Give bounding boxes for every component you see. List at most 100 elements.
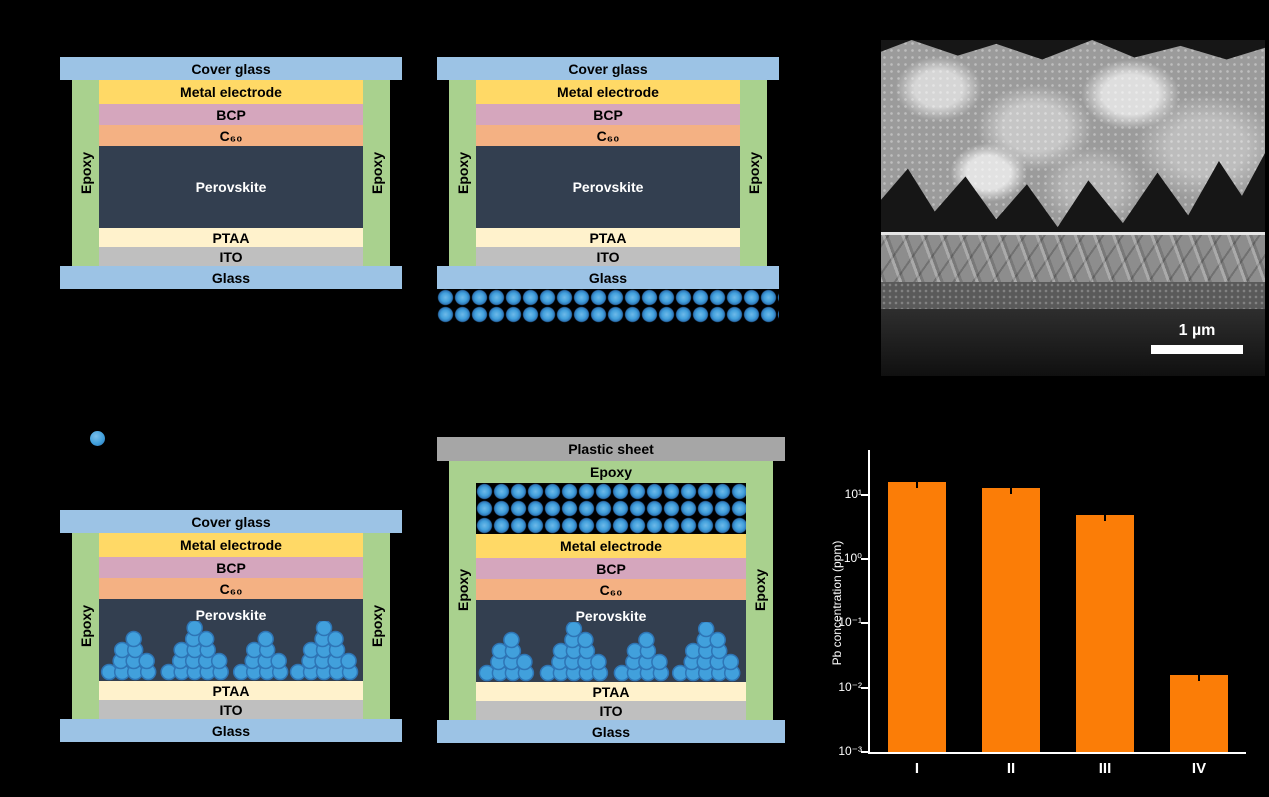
ptaa-label: PTAA (589, 229, 627, 246)
epoxy-top-layer: Epoxy (476, 461, 746, 483)
ito-label: ITO (599, 702, 623, 719)
error-bar-cap-IV (1194, 667, 1204, 670)
error-bar-II (1010, 484, 1012, 494)
perovskite-label: Perovskite (575, 608, 647, 624)
bcp-label: BCP (596, 560, 626, 577)
bar-III (1076, 515, 1134, 752)
epoxy-label: Epoxy (751, 569, 768, 612)
pb-concentration-chart: Pb concentration (ppm) 10¹ 10⁰ 10⁻¹ 10⁻² 10⁻… (820, 432, 1269, 794)
x-category-label-I: I (914, 760, 920, 777)
scale-bar (1151, 345, 1243, 354)
ito-label: ITO (219, 701, 243, 718)
y-tick (861, 622, 868, 625)
nanoparticle-rows-under-glass (437, 289, 779, 323)
stack-body: Epoxy Metal electrode BCP C₆₀ Perovskite… (449, 80, 767, 266)
metal-electrode-layer: Metal electrode (476, 534, 746, 558)
error-bar-cap-I (912, 476, 922, 478)
perovskite-layer: Perovskite (99, 146, 363, 228)
ptaa-layer: PTAA (99, 228, 363, 247)
perovskite-particle-clusters (100, 621, 359, 681)
perovskite-label: Perovskite (195, 179, 267, 195)
cover-glass-layer: Cover glass (60, 57, 402, 80)
scale-bar-label: 1 µm (1178, 322, 1216, 339)
x-category-label-III: III (1098, 760, 1112, 777)
bcp-label: BCP (593, 106, 623, 123)
stack-plastic-sheet-encapsulation: Plastic sheet Epoxy Epoxy Metal electrod… (437, 437, 785, 743)
perovskite-layer: Perovskite (99, 599, 363, 681)
sem-substrate (881, 308, 1265, 376)
cover-glass-label: Cover glass (568, 60, 648, 77)
stack-nanoparticles-in-perovskite: Cover glass Epoxy Metal electrode BCP C₆… (60, 510, 402, 742)
perovskite-particle-clusters (478, 622, 741, 682)
inner-column: Epoxy Metal electrode BCP C₆₀ Perovskite… (476, 461, 746, 720)
nanoparticle-legend-dot (90, 431, 105, 446)
y-tick (861, 751, 868, 753)
y-tick-label: 10⁻¹ (838, 615, 862, 630)
layer-stack: Metal electrode BCP C₆₀ Perovskite PTAA … (99, 533, 363, 719)
nanoparticle-rows-on-electrode (476, 483, 746, 534)
epoxy-column-left: Epoxy (72, 533, 99, 719)
layer-stack: Metal electrode BCP C₆₀ Perovskite PTAA … (476, 80, 740, 266)
epoxy-label: Epoxy (368, 151, 385, 194)
epoxy-column-right: Epoxy (363, 533, 390, 719)
ptaa-label: PTAA (212, 229, 250, 246)
ito-layer: ITO (99, 700, 363, 719)
c60-label: C₆₀ (219, 127, 243, 144)
epoxy-column-right: Epoxy (363, 80, 390, 266)
epoxy-column-left: Epoxy (449, 461, 476, 720)
ito-label: ITO (219, 248, 243, 265)
error-bar-III (1104, 511, 1106, 522)
bar-I (888, 481, 946, 752)
x-category-label-IV: IV (1191, 760, 1207, 777)
y-tick (861, 493, 868, 496)
epoxy-column-right: Epoxy (746, 461, 773, 720)
perovskite-label: Perovskite (572, 179, 644, 195)
ptaa-layer: PTAA (99, 681, 363, 700)
c60-label: C₆₀ (599, 581, 623, 598)
epoxy-label: Epoxy (454, 569, 471, 612)
bar-IV (1170, 674, 1228, 752)
stack-body: Epoxy Metal electrode BCP C₆₀ Perovskite… (72, 533, 390, 719)
cover-glass-label: Cover glass (191, 60, 271, 77)
ptaa-label: PTAA (212, 682, 250, 699)
sem-cross-section-image: 1 µm (881, 40, 1265, 376)
cover-glass-layer: Cover glass (437, 57, 779, 80)
error-bar-cap-II (1006, 483, 1016, 486)
error-bar-IV (1198, 668, 1200, 681)
glass-substrate-layer: Glass (60, 266, 402, 289)
y-tick-label: 10⁰ (843, 551, 862, 566)
glass-substrate-layer: Glass (437, 720, 785, 743)
bar-II (982, 487, 1040, 752)
bcp-label: BCP (216, 106, 246, 123)
perovskite-layer: Perovskite (476, 146, 740, 228)
metal-electrode-label: Metal electrode (557, 84, 659, 100)
error-bar-cap-III (1100, 510, 1110, 513)
metal-electrode-layer: Metal electrode (476, 80, 740, 104)
ito-label: ITO (596, 248, 620, 265)
epoxy-label: Epoxy (77, 604, 94, 647)
layer-stack: Metal electrode BCP C₆₀ Perovskite PTAA … (476, 534, 746, 720)
epoxy-label: Epoxy (368, 604, 385, 647)
ptaa-layer: PTAA (476, 228, 740, 247)
bcp-layer: BCP (476, 558, 746, 579)
c60-layer: C₆₀ (476, 579, 746, 600)
metal-electrode-label: Metal electrode (180, 84, 282, 100)
epoxy-column-right: Epoxy (740, 80, 767, 266)
epoxy-label: Epoxy (589, 464, 632, 480)
glass-label: Glass (591, 723, 631, 740)
cover-glass-layer: Cover glass (60, 510, 402, 533)
cover-glass-label: Cover glass (191, 513, 271, 530)
layer-stack: Metal electrode BCP C₆₀ Perovskite PTAA … (99, 80, 363, 266)
y-tick-label: 10¹ (844, 486, 862, 501)
perovskite-label: Perovskite (195, 607, 267, 623)
glass-label: Glass (211, 722, 251, 739)
glass-label: Glass (588, 269, 628, 286)
ptaa-label: PTAA (592, 683, 630, 700)
metal-electrode-layer: Metal electrode (99, 80, 363, 104)
y-tick-label: 10⁻² (838, 679, 862, 694)
ito-layer: ITO (99, 247, 363, 266)
c60-layer: C₆₀ (99, 125, 363, 146)
stack-body: Epoxy Epoxy Metal electrode BCP C₆₀ Pero… (449, 461, 773, 720)
ito-layer: ITO (476, 247, 740, 266)
